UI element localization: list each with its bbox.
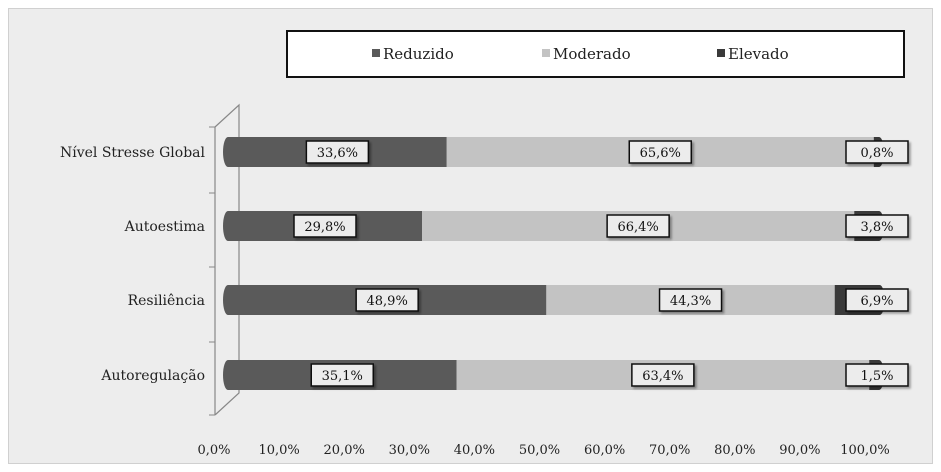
legend-swatch-reduzido (372, 49, 380, 57)
data-label-reduzido-autoregulacao: 35,1% (310, 363, 375, 387)
data-label-box (845, 288, 909, 312)
axis-wall (214, 103, 240, 416)
data-label-reduzido-resiliencia: 48,9% (355, 288, 419, 312)
legend-swatch-elevado (717, 49, 725, 57)
x-tick-label: 30,0% (389, 443, 430, 458)
data-label-box (845, 363, 909, 387)
chart-area: Reduzido Moderado Elevado Nível Stresse Glo… (8, 8, 933, 464)
data-label-elevado-autoregulacao: 1,5% (845, 363, 909, 387)
data-label-text: 1,5% (860, 369, 893, 384)
data-label-reduzido-nivel-stresse-global: 33,6% (305, 140, 370, 164)
data-label-text: 35,1% (322, 369, 363, 384)
bar-chart: Reduzido Moderado Elevado Nível Stresse Glo… (60, 30, 909, 458)
legend-label-moderado: Moderado (553, 45, 631, 63)
x-tick-label: 90,0% (779, 443, 820, 458)
data-label-box (293, 214, 357, 238)
data-label-text: 48,9% (367, 294, 408, 309)
data-label-text: 3,8% (860, 220, 893, 235)
data-label-text: 6,9% (860, 294, 893, 309)
data-label-moderado-resiliencia: 44,3% (658, 288, 723, 312)
data-label-moderado-autoestima: 66,4% (606, 214, 670, 238)
legend: Reduzido Moderado Elevado (286, 30, 905, 78)
legend-swatch-moderado (542, 49, 550, 57)
data-label-elevado-nivel-stresse-global: 0,8% (845, 140, 909, 164)
data-label-moderado-nivel-stresse-global: 65,6% (628, 140, 693, 164)
category-label-resiliencia: Resiliência (128, 293, 205, 309)
data-label-elevado-resiliencia: 6,9% (845, 288, 909, 312)
data-label-box (845, 214, 909, 238)
category-label-autoregulacao: Autoregulação (100, 368, 205, 384)
data-label-reduzido-autoestima: 29,8% (293, 214, 357, 238)
data-label-box (845, 140, 909, 164)
data-label-box (310, 363, 375, 387)
category-label-autoestima: Autoestima (124, 219, 205, 235)
data-label-box (628, 140, 693, 164)
legend-box (286, 30, 905, 78)
legend-label-reduzido: Reduzido (383, 45, 454, 63)
data-label-box (606, 214, 670, 238)
data-label-text: 66,4% (617, 220, 658, 235)
data-label-text: 63,4% (642, 369, 683, 384)
data-label-text: 33,6% (317, 146, 358, 161)
data-label-text: 29,8% (304, 220, 345, 235)
data-label-text: 65,6% (640, 146, 681, 161)
x-tick-label: 20,0% (324, 443, 365, 458)
x-tick-label: 60,0% (584, 443, 625, 458)
category-label-nivel-stresse-global: Nível Stresse Global (60, 145, 206, 161)
data-label-box (305, 140, 370, 164)
data-label-box (355, 288, 419, 312)
data-label-text: 0,8% (860, 146, 893, 161)
x-tick-label: 50,0% (519, 443, 560, 458)
x-tick-label: 100,0% (840, 443, 890, 458)
x-tick-label: 70,0% (649, 443, 690, 458)
x-tick-label: 40,0% (454, 443, 495, 458)
data-label-box (658, 288, 723, 312)
x-tick-label: 80,0% (714, 443, 755, 458)
x-tick-label: 10,0% (258, 443, 299, 458)
data-label-text: 44,3% (670, 294, 711, 309)
bar-group-resiliencia (223, 285, 885, 315)
data-label-elevado-autoestima: 3,8% (845, 214, 909, 238)
legend-label-elevado: Elevado (728, 45, 789, 63)
data-label-box (631, 363, 695, 387)
x-tick-label: 0,0% (197, 443, 230, 458)
data-label-moderado-autoregulacao: 63,4% (631, 363, 695, 387)
